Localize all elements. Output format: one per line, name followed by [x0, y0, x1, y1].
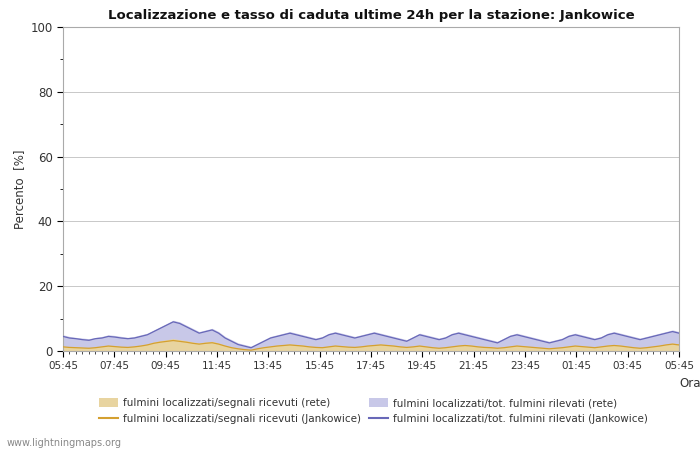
Legend: fulmini localizzati/segnali ricevuti (rete), fulmini localizzati/segnali ricevut: fulmini localizzati/segnali ricevuti (re…: [99, 398, 648, 423]
Text: Orario: Orario: [679, 377, 700, 390]
Y-axis label: Percento  [%]: Percento [%]: [13, 149, 26, 229]
Text: www.lightningmaps.org: www.lightningmaps.org: [7, 438, 122, 448]
Title: Localizzazione e tasso di caduta ultime 24h per la stazione: Jankowice: Localizzazione e tasso di caduta ultime …: [108, 9, 634, 22]
